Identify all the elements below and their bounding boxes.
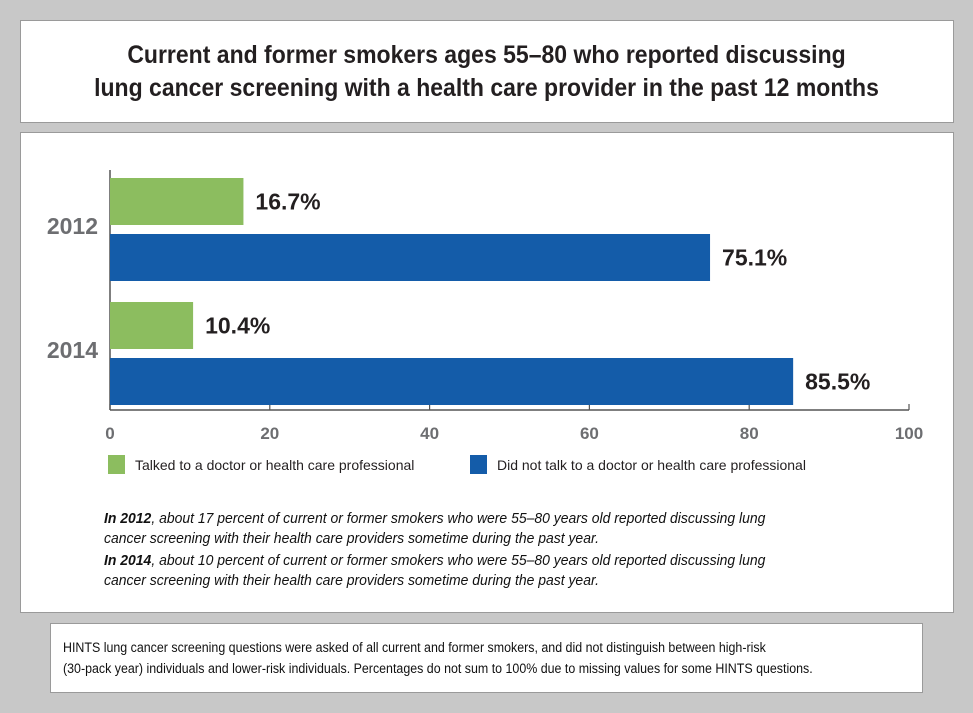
- description-2014-line2: cancer screening with their health care …: [104, 572, 599, 589]
- legend-label-did-not-talk: Did not talk to a doctor or health care …: [497, 457, 806, 473]
- chart-title: Current and former smokers ages 55–80 wh…: [95, 39, 880, 105]
- x-tick-label-100: 100: [895, 424, 923, 443]
- note-panel: HINTS lung cancer screening questions we…: [50, 623, 923, 693]
- x-tick-label-60: 60: [580, 424, 599, 443]
- description-2012-line2: cancer screening with their health care …: [104, 530, 599, 547]
- legend-swatch-did-not-talk: [470, 455, 487, 474]
- data-label-2012-talked: 16.7%: [255, 189, 320, 215]
- description-2014: In 2014, about 10 percent of current or …: [104, 551, 765, 591]
- bar-2012-did-not-talk: [110, 234, 711, 281]
- description-2014-line1: , about 10 percent of current or former …: [151, 552, 766, 569]
- description-2014-bold: In 2014: [104, 552, 152, 569]
- description-2012: In 2012, about 17 percent of current or …: [104, 509, 765, 549]
- note-line-1: HINTS lung cancer screening questions we…: [63, 640, 766, 655]
- description-2012-line1: , about 17 percent of current or former …: [151, 510, 766, 527]
- note-line-2: (30-pack year) individuals and lower-ris…: [63, 661, 813, 676]
- title-panel: Current and former smokers ages 55–80 wh…: [20, 20, 954, 123]
- x-tick-label-0: 0: [105, 424, 114, 443]
- data-label-2014-did-not-talk: 85.5%: [805, 369, 870, 395]
- x-tick-label-80: 80: [740, 424, 759, 443]
- legend-swatch-talked: [108, 455, 125, 474]
- category-label-2014: 2014: [47, 337, 98, 363]
- bar-2014-talked: [110, 302, 194, 349]
- bar-chart: 0 20 40 60 80 100 2012 16.7% 75.1% 2014 10.4% 85.5%…: [47, 170, 923, 474]
- bar-2012-talked: [110, 178, 244, 225]
- title-line-2: lung cancer screening with a health care…: [94, 73, 880, 102]
- data-label-2014-talked: 10.4%: [205, 313, 270, 339]
- legend-label-talked: Talked to a doctor or health care profes…: [135, 457, 414, 473]
- title-line-1: Current and former smokers ages 55–80 wh…: [127, 40, 847, 69]
- data-label-2012-did-not-talk: 75.1%: [722, 245, 787, 271]
- x-tick-label-40: 40: [420, 424, 439, 443]
- category-label-2012: 2012: [47, 213, 98, 239]
- x-tick-label-20: 20: [260, 424, 279, 443]
- bar-2014-did-not-talk: [110, 358, 794, 405]
- description-2012-bold: In 2012: [104, 510, 152, 527]
